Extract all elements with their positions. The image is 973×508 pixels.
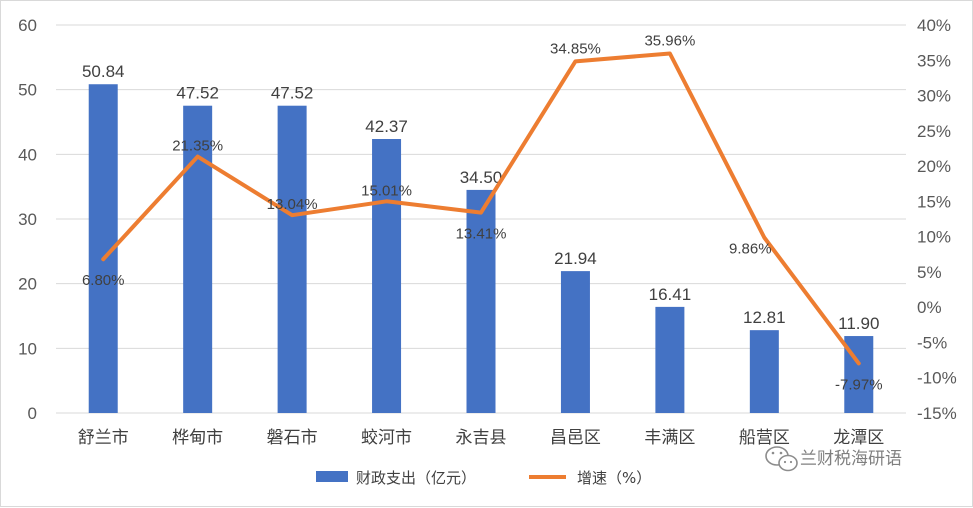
right-tick-label: 15% [917, 192, 951, 211]
right-tick-label: 30% [917, 87, 951, 106]
legend-label-line: 增速（%） [577, 469, 651, 487]
bar [372, 139, 402, 414]
bar-data-label: 47.52 [271, 84, 314, 103]
bar-series: 50.84 47.52 47.52 42.37 34.50 21.94 16.41 12.81… [82, 62, 879, 414]
left-axis: 0 10 20 30 40 50 60 [18, 16, 37, 423]
left-tick-label: 40 [18, 145, 37, 164]
legend-swatch-bar [316, 471, 348, 482]
line-series: 6.80% 21.35% 13.04% 15.01% 13.41% 34.85% 35.96… [82, 33, 883, 394]
bar [560, 271, 590, 413]
right-tick-label: 10% [917, 228, 951, 247]
right-tick-label: 0% [917, 298, 942, 317]
bar-data-label: 34.50 [460, 168, 503, 187]
growth-line [101, 51, 861, 366]
right-tick-label: 25% [917, 122, 951, 141]
left-tick-label: 0 [28, 404, 37, 423]
line-data-label: -7.97% [835, 376, 883, 393]
left-tick-label: 50 [18, 81, 37, 100]
line-data-label: 21.35% [172, 138, 223, 155]
line-data-label: 13.04% [267, 196, 318, 213]
right-axis: -15% -10% -5% 0% 5% 10% 15% 20% 25% 30% 35% 40% [917, 16, 957, 423]
bar-data-label: 42.37 [365, 117, 408, 136]
bar-data-label: 50.84 [82, 62, 125, 81]
right-tick-label: -10% [917, 369, 957, 388]
line-data-label: 6.80% [82, 272, 125, 289]
left-tick-label: 30 [18, 210, 37, 229]
line-data-label: 15.01% [361, 182, 412, 199]
right-tick-label: 35% [917, 51, 951, 70]
category-axis: 舒兰市 桦甸市 磐石市 蛟河市 永吉县 昌邑区 丰满区 船营区 龙潭区 [78, 428, 885, 448]
line-data-label: 35.96% [644, 33, 695, 50]
category-label: 永吉县 [456, 428, 507, 448]
category-label: 龙潭区 [833, 428, 884, 448]
legend: 财政支出（亿元） 增速（%） [316, 469, 651, 487]
category-label: 船营区 [739, 428, 790, 448]
line-data-label: 34.85% [550, 40, 601, 57]
category-label: 丰满区 [644, 428, 695, 448]
line-data-label: 13.41% [456, 226, 507, 243]
right-tick-label: 20% [917, 157, 951, 176]
bar [466, 189, 496, 413]
line-data-label: 9.86% [729, 241, 772, 258]
right-tick-label: -15% [917, 404, 957, 423]
watermark-text: 兰财税海研语 [800, 449, 902, 469]
left-tick-label: 60 [18, 16, 37, 35]
category-label: 蛟河市 [361, 428, 412, 448]
left-tick-label: 10 [18, 339, 37, 358]
legend-label-bar: 财政支出（亿元） [356, 469, 476, 487]
bar-data-label: 11.90 [838, 314, 879, 333]
category-label: 桦甸市 [172, 428, 223, 448]
category-label: 磐石市 [267, 428, 318, 448]
bar [655, 306, 685, 413]
right-tick-label: 5% [917, 263, 942, 282]
bar-data-label: 21.94 [554, 249, 597, 268]
category-label: 昌邑区 [550, 428, 601, 448]
bar-data-label: 47.52 [176, 84, 219, 103]
watermark: 兰财税海研语 [765, 446, 902, 472]
bar [749, 330, 779, 413]
right-tick-label: 40% [917, 16, 951, 35]
right-tick-label: -5% [917, 333, 947, 352]
left-tick-label: 20 [18, 275, 37, 294]
bar-data-label: 16.41 [649, 285, 692, 304]
category-label: 舒兰市 [78, 428, 129, 448]
bar-data-label: 12.81 [743, 308, 786, 327]
bar [277, 105, 307, 413]
wechat-icon [765, 446, 798, 472]
